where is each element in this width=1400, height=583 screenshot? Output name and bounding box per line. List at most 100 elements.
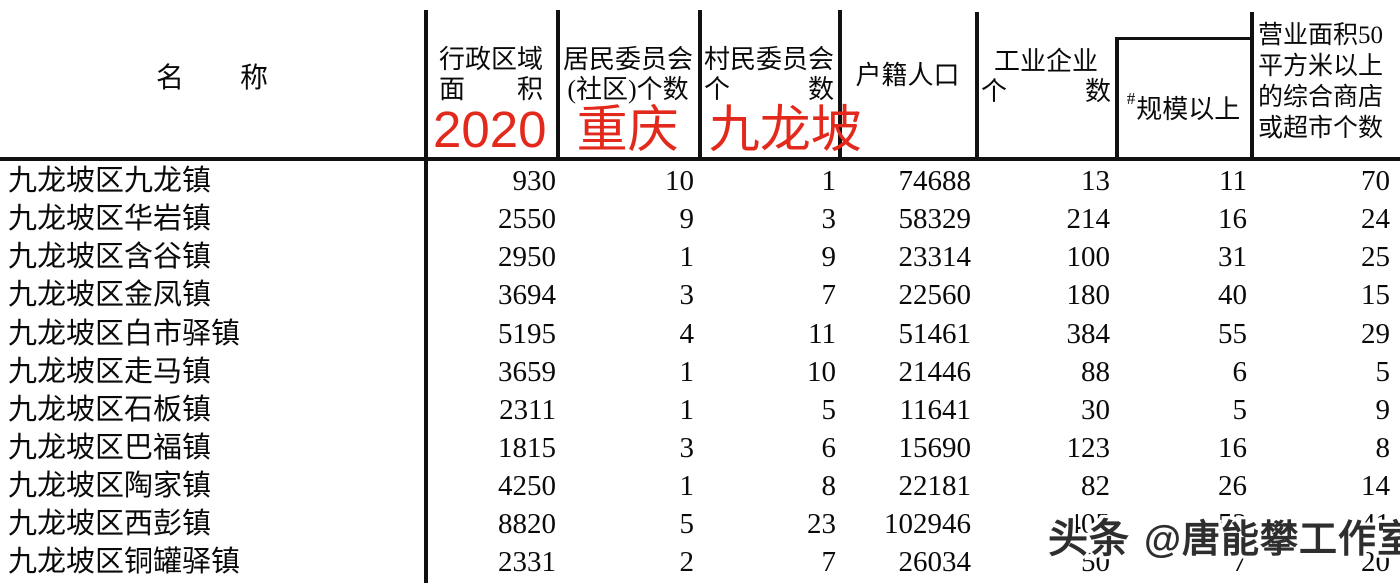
cell-village-committees: 8 [821, 470, 837, 502]
col-header-name: 名 称 [155, 63, 268, 94]
cell-name: 九龙坡区含谷镇 [8, 241, 212, 273]
grid-vline-above-scale-box-left [1115, 37, 1119, 158]
cell-shops: 24 [1361, 203, 1390, 235]
cell-shops: 25 [1361, 241, 1390, 273]
cell-above-scale: 16 [1218, 432, 1247, 464]
cell-name: 九龙坡区华岩镇 [8, 203, 212, 235]
cell-above-scale: 5 [1232, 394, 1248, 426]
cell-area: 930 [512, 165, 557, 197]
cell-shops: 15 [1361, 279, 1390, 311]
grid-vline-after-village [838, 10, 842, 158]
cell-population: 22181 [898, 470, 972, 502]
cell-name: 九龙坡区巴福镇 [8, 432, 212, 464]
table-row: 九龙坡区巴福镇 1815 3 6 15690 123 16 8 [0, 429, 1400, 467]
cell-resident-committees: 3 [679, 279, 695, 311]
grid-vline-after-population [975, 12, 979, 158]
cell-industrial: 123 [1066, 432, 1111, 464]
cell-area: 8820 [498, 508, 556, 540]
grid-vline-after-above-scale [1250, 12, 1254, 158]
cell-resident-committees: 2 [679, 546, 695, 578]
col-header-population: 户籍人口 [855, 61, 960, 90]
cell-shops: 20 [1361, 546, 1390, 578]
cell-village-committees: 3 [821, 203, 837, 235]
above-scale-label: 规模以上 [1136, 95, 1241, 124]
cell-village-committees: 7 [821, 546, 837, 578]
cell-shops: 70 [1361, 165, 1390, 197]
cell-name: 九龙坡区西彭镇 [8, 508, 212, 540]
cell-resident-committees: 4 [679, 318, 695, 350]
cell-shops: 14 [1361, 470, 1390, 502]
grid-hline-above-scale-box-top [1115, 37, 1254, 40]
cell-above-scale: 7 [1232, 546, 1248, 578]
cell-area: 3659 [498, 356, 556, 388]
cell-above-scale: 31 [1218, 241, 1247, 273]
cell-name: 九龙坡区铜罐驿镇 [8, 546, 241, 578]
cell-area: 2331 [498, 546, 556, 578]
cell-above-scale: 6 [1232, 356, 1248, 388]
cell-population: 11641 [899, 394, 971, 426]
cell-population: 23314 [898, 241, 972, 273]
cell-above-scale: 40 [1218, 279, 1247, 311]
cell-industrial: 30 [1081, 394, 1110, 426]
grid-hline-header-bottom [0, 157, 1400, 161]
col-header-above-scale: #规模以上 [1117, 84, 1250, 125]
col-header-village-committees: 村民委员会 个 数 [703, 45, 834, 104]
table-row: 九龙坡区走马镇 3659 1 10 21446 88 6 5 [0, 353, 1400, 391]
cell-above-scale: 52 [1218, 508, 1247, 540]
table-row: 九龙坡区陶家镇 4250 1 8 22181 82 26 14 [0, 467, 1400, 505]
col-header-industrial: 工业企业 个 数 [980, 47, 1111, 106]
toutiao-watermark: 头条 @唐能攀工作室 [1048, 518, 1400, 561]
cell-population: 74688 [898, 165, 972, 197]
cell-village-committees: 5 [821, 394, 837, 426]
cell-above-scale: 11 [1219, 165, 1247, 197]
col-header-area: 行政区域 面 积 [438, 45, 543, 104]
table-row: 九龙坡区西彭镇 8820 5 23 102946 405 52 41 [0, 505, 1400, 543]
cell-shops: 9 [1375, 394, 1391, 426]
cell-village-committees: 10 [807, 356, 836, 388]
cell-shops: 29 [1361, 318, 1390, 350]
cell-area: 2550 [498, 203, 556, 235]
col-header-resident-committees: 居民委员会 (社区)个数 [562, 45, 693, 104]
grid-vline-after-resident [698, 10, 702, 158]
cell-above-scale: 55 [1218, 318, 1247, 350]
cell-village-committees: 7 [821, 279, 837, 311]
cell-shops: 5 [1375, 356, 1391, 388]
cell-population: 51461 [898, 318, 972, 350]
cell-village-committees: 23 [807, 508, 836, 540]
cell-village-committees: 1 [821, 165, 837, 197]
cell-industrial: 88 [1081, 356, 1110, 388]
cell-resident-committees: 10 [665, 165, 694, 197]
cell-industrial: 384 [1066, 318, 1111, 350]
cell-above-scale: 16 [1218, 203, 1247, 235]
cell-name: 九龙坡区金凤镇 [8, 279, 212, 311]
cell-industrial: 180 [1066, 279, 1111, 311]
cell-name: 九龙坡区九龙镇 [8, 165, 212, 197]
cell-village-committees: 6 [821, 432, 837, 464]
cell-area: 1815 [498, 432, 556, 464]
cell-resident-committees: 3 [679, 432, 695, 464]
cell-industrial: 214 [1066, 203, 1111, 235]
cell-population: 21446 [898, 356, 972, 388]
cell-resident-committees: 1 [679, 394, 695, 426]
table-row: 九龙坡区含谷镇 2950 1 9 23314 100 31 25 [0, 238, 1400, 276]
cell-resident-committees: 1 [679, 356, 695, 388]
grid-vline-after-name [424, 10, 428, 583]
hash-superscript: # [1126, 89, 1136, 108]
cell-name: 九龙坡区石板镇 [8, 394, 212, 426]
cell-shops: 41 [1361, 508, 1390, 540]
cell-area: 2311 [499, 394, 556, 426]
cell-resident-committees: 1 [679, 241, 695, 273]
grid-vline-after-area [556, 10, 560, 158]
table-row: 九龙坡区铜罐驿镇 2331 2 7 26034 50 7 20 [0, 543, 1400, 581]
cell-population: 22560 [898, 279, 972, 311]
cell-industrial: 50 [1081, 546, 1110, 578]
cell-area: 3694 [498, 279, 556, 311]
cell-shops: 8 [1375, 432, 1391, 464]
cell-population: 15690 [898, 432, 972, 464]
cell-resident-committees: 9 [679, 203, 695, 235]
cell-industrial: 13 [1081, 165, 1110, 197]
red-year-region-watermark: 2020 重庆 九龙坡 [433, 101, 862, 158]
cell-area: 4250 [498, 470, 556, 502]
toutiao-logo-text: 头条 [1048, 517, 1130, 561]
